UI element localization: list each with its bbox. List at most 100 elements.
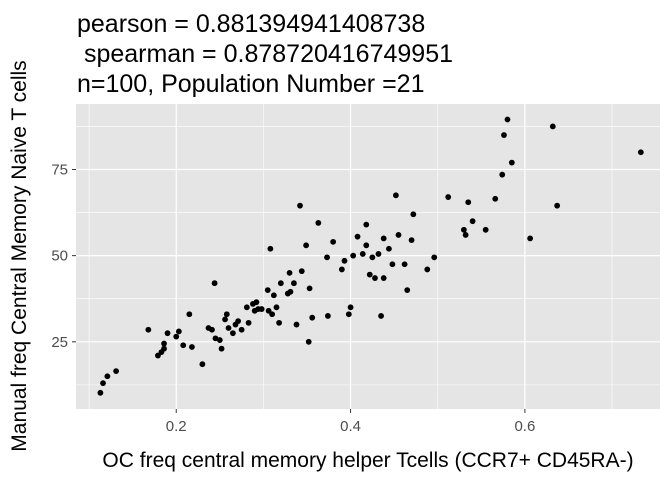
data-point xyxy=(199,361,206,368)
data-point xyxy=(216,337,223,343)
data-point xyxy=(258,306,265,312)
data-point xyxy=(325,313,331,319)
data-point xyxy=(366,271,373,278)
chart-title-line-2: spearman = 0.878720416749951 xyxy=(77,40,453,68)
y-tick-label: 25 xyxy=(51,334,68,351)
minor-gridlines xyxy=(76,104,660,409)
data-point xyxy=(212,335,219,342)
x-axis-title: OC freq central memory helper Tcells (CC… xyxy=(102,449,633,472)
data-point xyxy=(482,226,489,233)
data-point xyxy=(392,192,399,199)
data-point xyxy=(276,319,282,326)
data-point xyxy=(554,202,561,209)
data-point xyxy=(97,389,104,396)
data-point xyxy=(465,199,472,206)
plot-panel xyxy=(76,104,660,409)
data-point xyxy=(145,326,152,333)
data-point xyxy=(410,211,417,218)
y-axis-ticks: 25 50 75 xyxy=(51,161,76,351)
data-point xyxy=(173,333,180,340)
data-point xyxy=(330,238,337,245)
chart-title-line-3: n=100, Population Number =21 xyxy=(77,70,424,98)
data-point xyxy=(235,318,242,325)
data-point xyxy=(273,304,280,311)
y-axis-title: Manual freq Central Memory Naive T cells xyxy=(8,60,31,451)
data-point xyxy=(305,338,312,345)
data-point xyxy=(549,123,556,130)
data-point xyxy=(389,261,396,268)
data-point xyxy=(386,245,392,252)
x-tick-label: 0.4 xyxy=(340,418,361,435)
data-point xyxy=(303,242,310,249)
data-point xyxy=(637,149,644,156)
x-tick-label: 0.2 xyxy=(166,418,187,435)
data-point xyxy=(222,316,228,323)
data-point xyxy=(161,340,167,347)
data-point xyxy=(306,285,313,292)
data-point xyxy=(186,311,193,318)
data-point xyxy=(378,313,384,319)
data-point xyxy=(359,251,366,257)
data-point xyxy=(462,232,469,238)
data-point xyxy=(277,280,284,287)
data-point xyxy=(324,254,330,261)
y-tick-label: 75 xyxy=(51,161,68,178)
data-point xyxy=(315,219,322,226)
y-tick-label: 50 xyxy=(51,248,68,265)
data-point xyxy=(508,159,515,166)
data-point xyxy=(245,319,252,326)
data-point xyxy=(298,268,305,275)
data-point xyxy=(431,254,438,261)
data-point xyxy=(404,287,411,294)
data-point xyxy=(297,202,303,209)
data-point xyxy=(380,235,387,242)
data-point xyxy=(287,288,294,295)
data-point xyxy=(408,237,415,244)
data-point xyxy=(243,304,250,311)
data-point xyxy=(345,311,352,318)
data-point xyxy=(445,194,452,200)
data-point xyxy=(369,254,376,261)
data-point xyxy=(223,311,230,318)
data-point xyxy=(291,280,297,287)
data-point xyxy=(354,233,361,240)
data-point xyxy=(350,252,357,259)
data-point xyxy=(293,321,300,328)
data-point xyxy=(229,330,236,337)
data-point xyxy=(225,325,232,331)
data-point xyxy=(175,328,182,335)
data-point xyxy=(424,266,431,273)
data-point xyxy=(401,261,408,268)
data-point xyxy=(161,345,167,352)
data-point xyxy=(253,299,260,306)
data-point xyxy=(499,171,506,178)
data-point xyxy=(286,269,293,276)
data-point xyxy=(469,218,476,225)
data-point xyxy=(347,304,354,311)
major-gridlines xyxy=(76,104,660,409)
x-axis-ticks: 0.2 0.4 0.6 xyxy=(166,409,535,435)
data-point xyxy=(380,275,387,281)
data-point xyxy=(363,242,370,249)
data-point xyxy=(238,326,245,333)
data-point xyxy=(189,344,195,350)
data-point xyxy=(209,326,215,333)
data-point xyxy=(504,116,511,123)
data-point xyxy=(270,292,277,299)
data-point xyxy=(104,373,111,380)
data-point xyxy=(113,368,119,374)
data-point xyxy=(527,235,534,242)
data-point xyxy=(267,245,274,252)
data-point xyxy=(375,251,382,257)
data-point xyxy=(338,266,345,273)
data-point xyxy=(269,311,276,318)
data-point xyxy=(100,380,106,387)
data-points xyxy=(97,116,644,396)
data-point xyxy=(492,195,499,202)
data-point xyxy=(180,342,187,349)
data-point xyxy=(395,232,402,238)
data-point xyxy=(264,287,271,294)
data-point xyxy=(341,257,348,264)
data-point xyxy=(309,314,316,321)
